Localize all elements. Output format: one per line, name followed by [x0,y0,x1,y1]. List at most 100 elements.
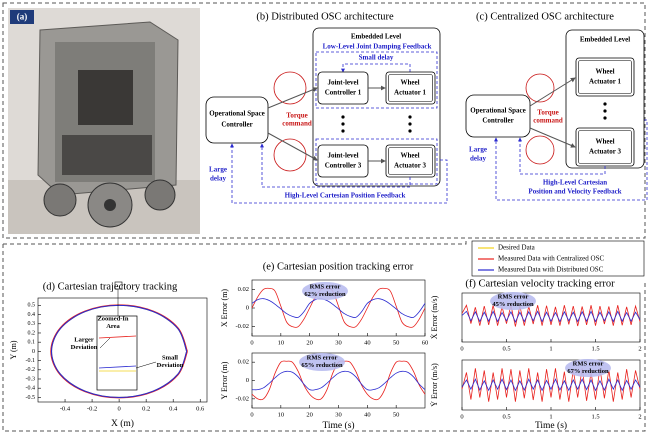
x-tick-label: 0 [460,413,463,420]
y-axis-label: Y (m) [9,340,18,359]
x-tick-label: 1 [549,345,552,352]
y-tick-label: -0.1 [26,358,36,364]
x-tick-label: 30 [335,411,342,418]
y-tick-label: 0.02 [238,359,249,366]
x-tick-label: 1 [549,413,552,420]
annotation: 62% reduction [304,291,346,298]
x-tick-label: 0.4 [169,405,178,412]
plot-frame [462,360,640,410]
label: High-Level Cartesian Position Feedback [285,192,406,200]
y-tick-label: 0 [246,304,249,311]
x-tick-label: 60 [422,339,429,346]
y-tick-label: 0.2 [28,330,36,336]
x-tick-label: 20 [306,339,313,346]
annotation: Area [106,323,120,330]
label: delay [210,175,226,183]
node-label: Controller 3 [325,162,362,170]
x-tick-label: 10 [278,411,285,418]
y-tick-label: 0.5 [28,303,36,309]
annotation: RMS error [310,284,341,291]
plot-frame [462,293,640,342]
legend-label: Measured Data with Distributed OSC [498,266,604,274]
x-tick-label: 2 [638,345,641,352]
label: Position and Velocity Feedback [528,188,621,196]
x-tick-label: 0 [117,405,120,412]
panel-label: (a) [17,12,28,22]
label: Torque [286,112,307,120]
node-label: Joint-level [327,152,358,160]
y-tick-label: 0 [246,377,249,384]
y-tick-label: 0.02 [238,286,249,293]
node-label: Wheel [595,138,614,146]
y-axis-label: Y Error (m) [220,361,229,399]
x-tick-label: -0.4 [60,405,71,412]
y-tick-label: -0.5 [26,395,36,401]
x-tick-label: 40 [364,411,371,418]
chart-title: (f) Cartesian velocity tracking error [465,278,615,289]
node-label: Actuator 1 [589,78,621,86]
y-tick-label: -0.02 [235,395,249,402]
x-tick-label: 1.5 [591,345,599,352]
label: Embedded Level [351,33,401,41]
label: Embedded Level [580,36,630,44]
label: High-Level Cartesian [543,179,607,187]
node-label: Controller 1 [325,89,362,97]
label: Low-Level Joint Damping Feedback [323,43,432,51]
legend-label: Measured Data with Centralized OSC [498,255,604,263]
node-label: Wheel [400,79,419,87]
x-tick-label: 50 [393,411,400,418]
x-tick-label: 0 [250,411,253,418]
y-tick-label: -0.4 [26,386,36,392]
node-label: Controller [221,121,252,129]
y-axis-label: Ẏ Error (m/s) [430,363,439,407]
x-tick-label: 2 [638,413,641,420]
x-tick-label: 0 [250,339,253,346]
annotation: Deviation [157,362,184,369]
x-tick-label: 1.5 [591,413,599,420]
y-tick-label: -0.2 [26,367,36,373]
chart-title: (e) Cartesian position tracking error [263,261,414,272]
robot-photo: (a) [8,8,200,234]
figure: (a) (b) Distributed OSC architecture Emb… [0,0,648,434]
y-tick-label: 0 [32,349,35,355]
annotation: 65% reduction [301,362,343,369]
node-label: Operational Space [209,110,264,118]
node-label: Actuator 3 [394,162,426,170]
diagram-title: (b) Distributed OSC architecture [256,11,394,22]
chart-title: (d) Cartesian trajectory tracking [43,281,178,292]
label: delay [470,155,486,163]
x-tick-label: 0.6 [196,405,205,412]
x-tick-label: -0.2 [87,405,97,412]
annotation: Small [162,355,178,362]
y-tick-label: 0.4 [28,312,36,318]
annotation: Deviation [71,344,98,351]
annotation: 45% reduction [492,301,534,308]
diagram-centralized: (c) Centralized OSC architecture Embedde… [466,11,647,200]
node-label: Actuator 3 [589,148,621,156]
y-tick-label: -0.02 [235,323,249,330]
x-tick-label: 50 [393,339,400,346]
y-axis-label: Ẋ Error (m/s) [430,295,439,339]
annotation: 67% reduction [567,368,609,375]
x-tick-label: 40 [364,339,371,346]
x-tick-label: 0.5 [502,345,510,352]
diagram-distributed: (b) Distributed OSC architecture Embedde… [206,11,447,203]
x-axis-label: Time (s) [322,420,354,431]
annotation: Larger [74,337,94,344]
x-tick-label: 10 [278,339,285,346]
annotation: Zoomed-In [97,316,128,323]
node-label: Wheel [595,68,614,76]
node-label: Controller [482,117,513,125]
x-axis-label: Time (s) [535,420,567,431]
y-tick-label: 0.3 [28,321,36,327]
x-tick-label: 0 [460,345,463,352]
node-label: Operational Space [470,107,525,115]
x-tick-label: 30 [335,339,342,346]
label: Small delay [359,54,394,62]
node-label: Actuator 1 [394,89,426,97]
label: Torque [537,109,558,117]
y-tick-label: -0.3 [26,376,36,382]
y-axis-label: X Error (m) [220,289,229,328]
x-tick-label: 0.5 [502,413,510,420]
node-label: Wheel [400,152,419,160]
